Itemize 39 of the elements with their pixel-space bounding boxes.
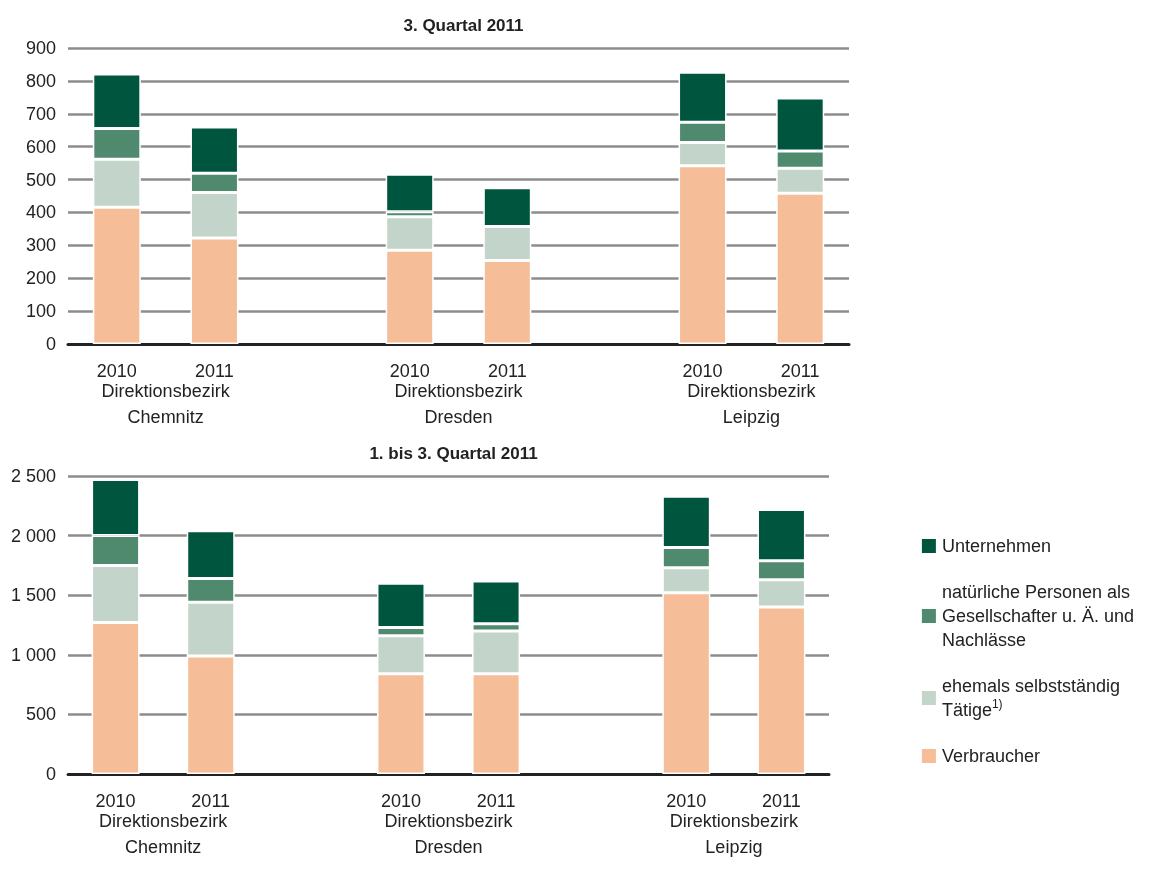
y-tick-label: 200 (25, 268, 56, 289)
y-tick-label: 600 (25, 136, 56, 157)
text: Direktionsbezirk Leipzig (687, 381, 817, 427)
y-tick-label: 0 (45, 334, 56, 354)
x-tick-label: 2010 (666, 791, 707, 811)
x-tick-label: 2011 (487, 361, 527, 381)
y-tick-label: 300 (25, 235, 56, 256)
x-tick-label: 2010 (682, 361, 723, 381)
x-tick-label: 2010 (380, 791, 421, 811)
y-tick-label: 500 (25, 169, 56, 190)
y-tick-label: 0 (46, 764, 57, 784)
text: Direktionsbezirk Dresden (384, 811, 514, 857)
y-tick-label: 400 (25, 202, 56, 223)
x-tick-label: 2010 (389, 361, 430, 381)
x-tick-label: 2011 (780, 361, 820, 381)
legend-label: natürliche Personen als Gesellschafter u. Ä. und Nachlässe (941, 582, 1135, 650)
legend-label: Verbraucher (941, 746, 1040, 766)
y-tick-label: 2 000 (11, 525, 57, 546)
x-tick-label: 2011 (191, 791, 231, 811)
text: Direktionsbezirk Leipzig (669, 811, 799, 857)
y-tick-label: 100 (25, 301, 56, 322)
y-tick-label: 700 (25, 103, 56, 124)
text: Direktionsbezirk Dresden (394, 381, 524, 427)
chart-title: 1. bis 3. Quartal 2011 (369, 444, 538, 463)
legend-label: Unternehmen (941, 536, 1051, 556)
y-tick-label: 800 (25, 70, 56, 91)
x-tick-label: 2011 (476, 791, 516, 811)
x-tick-label: 2011 (762, 791, 801, 811)
y-tick-label: 900 (25, 38, 56, 58)
y-tick-label: 500 (26, 704, 57, 725)
y-tick-label: 1 000 (11, 644, 57, 665)
x-tick-label: 2010 (95, 791, 136, 811)
chart-title: 3. Quartal 2011 (403, 16, 524, 35)
x-tick-label: 2010 (96, 361, 137, 381)
text: Direktionsbezirk Chemnitz (99, 811, 229, 857)
y-tick-label: 2 500 (11, 466, 57, 486)
x-tick-label: 2011 (195, 361, 234, 381)
text: Direktionsbezirk Chemnitz (101, 381, 231, 427)
y-tick-label: 1 500 (11, 585, 57, 606)
